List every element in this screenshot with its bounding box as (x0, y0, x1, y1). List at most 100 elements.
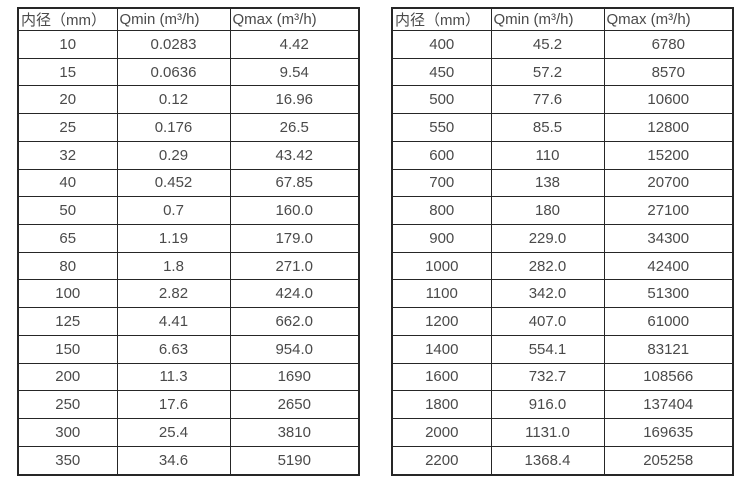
table-cell: 1400 (391, 334, 492, 364)
table-cell: 1600 (391, 362, 492, 392)
table-cell: 51300 (603, 279, 734, 309)
table-cell: 407.0 (490, 307, 605, 336)
column-header: Qmin (m³/h) (490, 7, 605, 31)
table-cell: 662.0 (229, 307, 360, 336)
table-cell: 800 (391, 196, 492, 226)
table-cell: 34.6 (116, 445, 231, 476)
table-cell: 16.96 (229, 85, 360, 115)
table-cell: 200 (17, 362, 118, 392)
table-cell: 1690 (229, 362, 360, 392)
table-row: 600 110 15200 (391, 140, 734, 170)
table-row: 100 2.82 424.0 (17, 279, 360, 309)
table-cell: 61000 (603, 307, 734, 336)
table-cell: 138 (490, 168, 605, 198)
table-cell: 25.4 (116, 418, 231, 447)
table-cell: 17.6 (116, 390, 231, 420)
table-cell: 3810 (229, 418, 360, 447)
table-cell: 700 (391, 168, 492, 198)
table-cell: 0.0283 (116, 30, 231, 59)
table-row: 40 0.452 67.85 (17, 168, 360, 198)
column-header: Qmax (m³/h) (603, 7, 734, 31)
table-cell: 954.0 (229, 334, 360, 364)
table-cell: 732.7 (490, 362, 605, 392)
table-cell: 50 (17, 196, 118, 226)
table-cell: 10600 (603, 85, 734, 115)
table-cell: 125 (17, 307, 118, 336)
table-cell: 137404 (603, 390, 734, 420)
table-cell: 1800 (391, 390, 492, 420)
table-cell: 1100 (391, 279, 492, 309)
table-cell: 40 (17, 168, 118, 198)
table-row: 32 0.29 43.42 (17, 140, 360, 170)
table-cell: 2650 (229, 390, 360, 420)
table-row: 65 1.19 179.0 (17, 224, 360, 253)
column-header: 内径（mm） (17, 7, 118, 31)
table-cell: 15 (17, 57, 118, 87)
table-cell: 350 (17, 445, 118, 476)
table-cell: 42400 (603, 251, 734, 281)
table-cell: 450 (391, 57, 492, 87)
table-cell: 1.8 (116, 251, 231, 281)
table-cell: 0.29 (116, 140, 231, 170)
table-cell: 85.5 (490, 113, 605, 142)
table-row: 10 0.0283 4.42 (17, 30, 360, 59)
table-row: 1400 554.1 83121 (391, 334, 734, 364)
table-cell: 11.3 (116, 362, 231, 392)
table-body: 10 0.0283 4.42 15 0.0636 9.54 20 0.12 16.96 25 0.1… (17, 30, 360, 476)
table-cell: 1368.4 (490, 445, 605, 476)
table-cell: 5190 (229, 445, 360, 476)
table-cell: 2.82 (116, 279, 231, 309)
table-cell: 554.1 (490, 334, 605, 364)
table-row: 1100 342.0 51300 (391, 279, 734, 309)
table-cell: 282.0 (490, 251, 605, 281)
table-cell: 900 (391, 224, 492, 253)
table-cell: 108566 (603, 362, 734, 392)
table-cell: 83121 (603, 334, 734, 364)
table-cell: 100 (17, 279, 118, 309)
table-cell: 229.0 (490, 224, 605, 253)
header-row: 内径（mm） Qmin (m³/h) Qmax (m³/h) (391, 7, 734, 31)
table-cell: 10 (17, 30, 118, 59)
table-cell: 0.0636 (116, 57, 231, 87)
table-cell: 180 (490, 196, 605, 226)
table-cell: 43.42 (229, 140, 360, 170)
table-cell: 2200 (391, 445, 492, 476)
table-row: 125 4.41 662.0 (17, 307, 360, 336)
table-cell: 57.2 (490, 57, 605, 87)
table-row: 1200 407.0 61000 (391, 307, 734, 336)
table-cell: 205258 (603, 445, 734, 476)
table-row: 2200 1368.4 205258 (391, 445, 734, 476)
table-row: 20 0.12 16.96 (17, 85, 360, 115)
table-head: 内径（mm） Qmin (m³/h) Qmax (m³/h) (17, 7, 360, 31)
table-cell: 271.0 (229, 251, 360, 281)
table-cell: 4.41 (116, 307, 231, 336)
table-cell: 27100 (603, 196, 734, 226)
flow-table-left: 内径（mm） Qmin (m³/h) Qmax (m³/h) 10 0.0283 4.4… (17, 7, 360, 476)
column-header: Qmax (m³/h) (229, 7, 360, 31)
table-cell: 300 (17, 418, 118, 447)
table-cell: 34300 (603, 224, 734, 253)
table-cell: 1.19 (116, 224, 231, 253)
table-cell: 9.54 (229, 57, 360, 87)
table-cell: 550 (391, 113, 492, 142)
header-row: 内径（mm） Qmin (m³/h) Qmax (m³/h) (17, 7, 360, 31)
table-row: 450 57.2 8570 (391, 57, 734, 87)
table-cell: 2000 (391, 418, 492, 447)
table-cell: 169635 (603, 418, 734, 447)
flow-table-right: 内径（mm） Qmin (m³/h) Qmax (m³/h) 400 45.2 6780… (391, 7, 734, 476)
table-row: 350 34.6 5190 (17, 445, 360, 476)
column-header: Qmin (m³/h) (116, 7, 231, 31)
table-body: 400 45.2 6780 450 57.2 8570 500 77.6 10600 550 85.… (391, 30, 734, 476)
table-cell: 12800 (603, 113, 734, 142)
table-cell: 67.85 (229, 168, 360, 198)
table-row: 250 17.6 2650 (17, 390, 360, 420)
table-cell: 1131.0 (490, 418, 605, 447)
table-cell: 32 (17, 140, 118, 170)
table-row: 700 138 20700 (391, 168, 734, 198)
table-row: 900 229.0 34300 (391, 224, 734, 253)
table-cell: 342.0 (490, 279, 605, 309)
table-row: 500 77.6 10600 (391, 85, 734, 115)
table-cell: 0.12 (116, 85, 231, 115)
table-cell: 15200 (603, 140, 734, 170)
